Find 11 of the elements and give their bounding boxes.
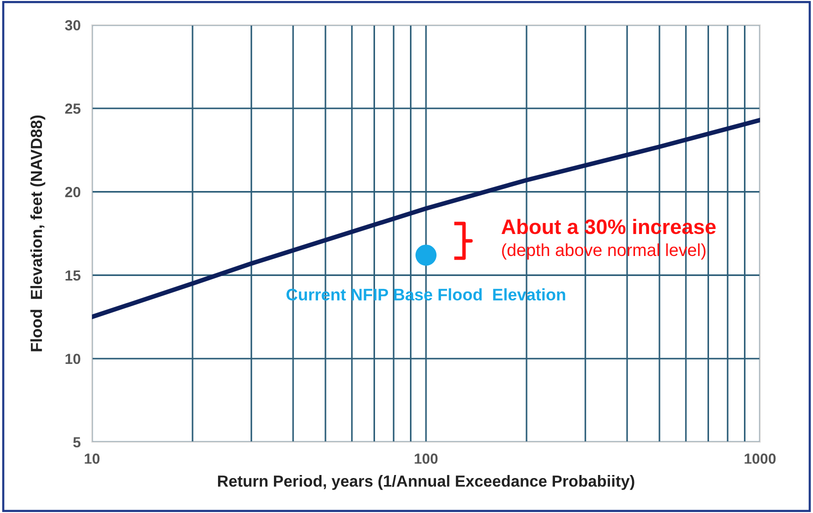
x-axis-title: Return Period, years (1/Annual Exceedance Probabiity) — [218, 475, 634, 490]
x-tick-label: 1000 — [744, 453, 776, 464]
y-tick-label: 15 — [66, 270, 80, 281]
y-tick-label: 25 — [65, 104, 80, 114]
y-tick-label: 20 — [65, 186, 80, 198]
x-tick-label: 100 — [414, 453, 438, 464]
y-axis-title: Flood Elevation, feet (NAVD88) — [30, 116, 46, 352]
y-tick-label: 10 — [66, 354, 80, 364]
y-tick-label: 30 — [65, 20, 80, 30]
y-tick-label: 5 — [73, 437, 80, 448]
x-tick-label: 10 — [84, 453, 100, 464]
